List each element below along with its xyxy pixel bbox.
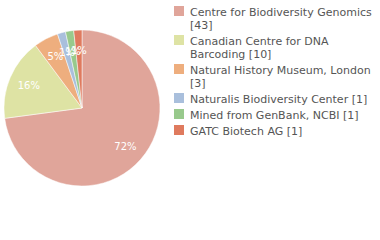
legend: Centre for Biodiversity Genomics[43] Cana… — [174, 6, 372, 138]
legend-swatch — [174, 35, 184, 45]
pie-slice — [66, 30, 82, 108]
legend-swatch — [174, 6, 184, 16]
legend-label: Natural History Museum, London[3] — [190, 64, 371, 90]
legend-swatch — [174, 93, 184, 103]
legend-swatch — [174, 64, 184, 74]
slice-label: 16% — [18, 80, 40, 91]
slice-label: 72% — [114, 141, 136, 152]
legend-label: GATC Biotech AG [1] — [190, 125, 302, 138]
legend-swatch — [174, 125, 184, 135]
slice-labels: 72%16%5%1%1%1% — [18, 45, 137, 152]
legend-label: Canadian Centre for DNABarcoding [10] — [190, 35, 329, 61]
chart: 72%16%5%1%1%1%Centre for Biodiversity Ge… — [0, 0, 380, 240]
pie-slice — [5, 30, 160, 186]
pie-slice — [74, 30, 82, 108]
legend-label: Mined from GenBank, NCBI [1] — [190, 109, 359, 122]
legend-label: Centre for Biodiversity Genomics[43] — [190, 6, 372, 32]
slice-label: 1% — [71, 45, 87, 56]
legend-swatch — [174, 109, 184, 119]
pie — [4, 30, 160, 186]
legend-label: Naturalis Biodiversity Center [1] — [190, 93, 367, 106]
